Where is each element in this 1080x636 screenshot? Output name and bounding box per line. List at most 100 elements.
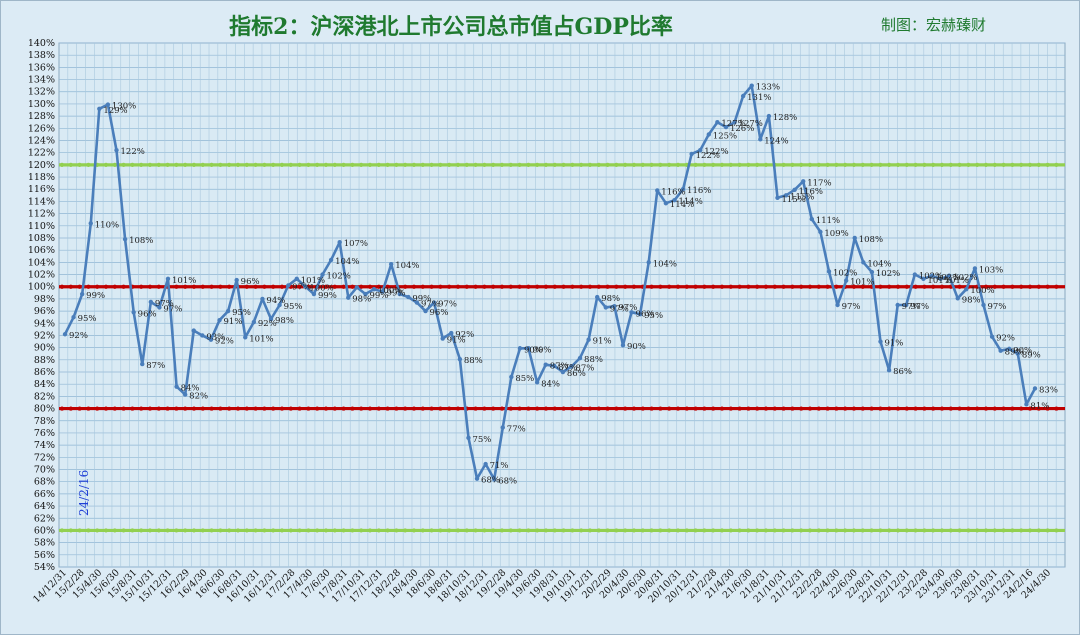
data-label: 108% xyxy=(129,236,153,246)
reference-marker xyxy=(429,284,434,289)
reference-marker xyxy=(922,406,927,411)
y-tick-label: 84% xyxy=(34,379,55,390)
reference-marker xyxy=(139,162,144,167)
reference-marker xyxy=(253,406,258,411)
data-label: 90% xyxy=(524,345,543,355)
reference-marker xyxy=(763,528,769,533)
data-label: 104% xyxy=(653,259,677,269)
data-label: 91% xyxy=(593,337,612,347)
data-label: 101% xyxy=(301,276,325,286)
reference-marker xyxy=(473,162,478,167)
reference-marker xyxy=(121,528,126,533)
reference-marker xyxy=(992,162,997,167)
reference-marker xyxy=(491,406,496,411)
reference-marker xyxy=(1036,528,1041,533)
reference-marker xyxy=(579,406,584,411)
reference-marker xyxy=(271,528,276,533)
reference-marker xyxy=(887,284,892,289)
reference-marker xyxy=(209,528,214,533)
reference-marker xyxy=(403,284,408,289)
reference-marker xyxy=(816,162,821,167)
reference-marker xyxy=(587,284,593,289)
reference-marker xyxy=(702,406,707,411)
data-point xyxy=(208,337,214,342)
reference-marker xyxy=(359,406,364,411)
reference-marker xyxy=(922,528,927,533)
data-label: 117% xyxy=(807,178,831,188)
reference-lines xyxy=(59,162,1065,533)
reference-marker xyxy=(420,528,425,533)
data-point xyxy=(766,113,772,119)
data-point xyxy=(303,284,308,289)
data-label: 96% xyxy=(241,277,260,287)
reference-marker xyxy=(1027,406,1033,411)
reference-marker xyxy=(667,284,672,289)
data-point xyxy=(921,276,926,281)
reference-marker xyxy=(711,162,716,167)
y-tick-label: 80% xyxy=(34,404,55,415)
data-point xyxy=(191,328,196,333)
reference-marker xyxy=(59,528,65,533)
reference-marker xyxy=(799,406,804,411)
reference-marker xyxy=(763,162,769,167)
reference-marker xyxy=(860,162,865,167)
reference-marker xyxy=(464,284,469,289)
reference-marker xyxy=(86,284,91,289)
reference-marker xyxy=(631,284,637,289)
data-point xyxy=(165,276,171,281)
reference-marker xyxy=(807,528,813,533)
reference-marker xyxy=(1054,406,1059,411)
reference-marker xyxy=(209,284,214,289)
data-label: 97% xyxy=(842,302,861,312)
reference-marker xyxy=(491,162,496,167)
data-label: 124% xyxy=(764,136,788,146)
reference-marker xyxy=(1001,162,1006,167)
y-tick-label: 120% xyxy=(28,160,55,171)
reference-marker xyxy=(139,284,144,289)
reference-marker xyxy=(447,528,452,533)
data-point xyxy=(655,188,660,193)
y-tick-label: 140% xyxy=(28,38,55,49)
reference-marker xyxy=(411,284,417,289)
data-point xyxy=(912,272,918,277)
data-point xyxy=(1024,402,1029,407)
reference-marker xyxy=(209,406,214,411)
reference-marker xyxy=(684,528,689,533)
reference-marker xyxy=(799,162,804,167)
reference-marker xyxy=(755,406,760,411)
data-label: 97% xyxy=(438,300,457,310)
y-tick-label: 86% xyxy=(34,367,55,378)
reference-marker xyxy=(552,406,557,411)
reference-marker xyxy=(271,406,276,411)
reference-marker xyxy=(403,528,408,533)
data-point xyxy=(474,476,480,481)
reference-marker xyxy=(711,406,716,411)
y-axis-ticks: 54%56%58%60%62%64%66%68%70%72%74%76%78%8… xyxy=(28,38,55,573)
reference-marker xyxy=(561,528,566,533)
data-label: 97% xyxy=(155,299,174,309)
data-point xyxy=(431,300,437,305)
reference-marker xyxy=(816,406,821,411)
reference-marker xyxy=(939,406,945,411)
reference-marker xyxy=(649,528,654,533)
reference-marker xyxy=(139,406,144,411)
data-label: 115% xyxy=(781,195,805,205)
reference-marker xyxy=(306,162,311,167)
data-label: 96% xyxy=(430,308,449,318)
reference-marker xyxy=(737,406,742,411)
reference-marker xyxy=(887,162,892,167)
reference-marker xyxy=(103,284,109,289)
reference-marker xyxy=(288,162,293,167)
reference-marker xyxy=(200,284,205,289)
data-point xyxy=(346,295,351,300)
y-tick-label: 78% xyxy=(34,416,55,427)
reference-marker xyxy=(957,406,962,411)
reference-marker xyxy=(772,284,777,289)
reference-marker xyxy=(983,406,989,411)
data-point xyxy=(886,367,892,373)
reference-marker xyxy=(948,406,953,411)
reference-marker xyxy=(183,528,188,533)
reference-marker xyxy=(227,284,232,289)
reference-marker xyxy=(482,284,487,289)
data-point xyxy=(234,277,239,283)
